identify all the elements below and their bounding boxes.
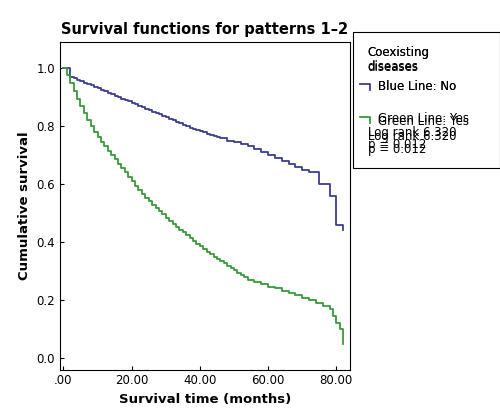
Text: diseases: diseases <box>368 60 418 73</box>
Text: Green Line: Yes: Green Line: Yes <box>378 116 468 128</box>
Text: diseases: diseases <box>368 61 418 74</box>
Title: Survival functions for patterns 1–2: Survival functions for patterns 1–2 <box>62 22 348 37</box>
Text: p = 0.012: p = 0.012 <box>368 143 426 155</box>
Text: Coexisting: Coexisting <box>368 46 430 59</box>
Y-axis label: Cumulative survival: Cumulative survival <box>18 131 31 280</box>
Text: Coexisting: Coexisting <box>368 46 430 59</box>
Text: Log rank 6.320: Log rank 6.320 <box>368 130 456 143</box>
Text: Green Line: Yes: Green Line: Yes <box>378 112 468 125</box>
Text: p = 0.012: p = 0.012 <box>368 139 426 151</box>
Text: Blue Line: No: Blue Line: No <box>378 80 456 92</box>
X-axis label: Survival time (months): Survival time (months) <box>119 393 291 406</box>
Text: Blue Line: No: Blue Line: No <box>378 80 456 92</box>
Text: Log rank 6.320: Log rank 6.320 <box>368 126 456 139</box>
